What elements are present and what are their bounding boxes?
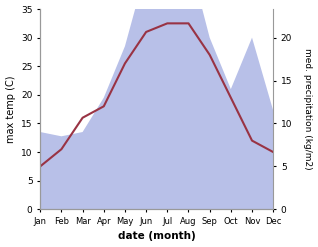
X-axis label: date (month): date (month) xyxy=(118,231,196,242)
Y-axis label: max temp (C): max temp (C) xyxy=(5,75,16,143)
Y-axis label: med. precipitation (kg/m2): med. precipitation (kg/m2) xyxy=(303,48,313,170)
